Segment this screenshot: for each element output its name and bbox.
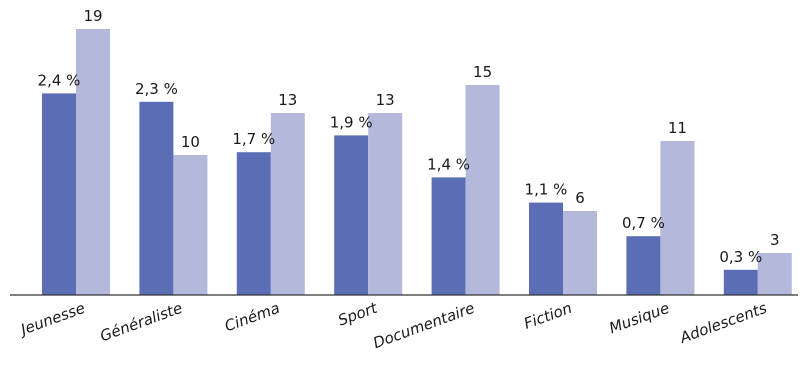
- bar-sport-count: [368, 113, 403, 295]
- data-label-musique-percent: 0,7 %: [622, 214, 665, 232]
- category-label-generaliste: Généraliste: [98, 299, 185, 345]
- bars-group: [42, 29, 792, 296]
- data-label-fiction-count: 6: [575, 189, 585, 207]
- data-label-cinema-count: 13: [278, 91, 297, 109]
- category-label-adolescents: Adolescents: [677, 299, 770, 347]
- data-label-documentaire-count: 15: [473, 63, 492, 81]
- data-label-sport-percent: 1,9 %: [330, 113, 373, 131]
- bar-fiction-count: [563, 211, 597, 295]
- category-label-sport: Sport: [336, 298, 381, 329]
- data-label-cinema-percent: 1,7 %: [232, 130, 275, 148]
- category-label-cinema: Cinéma: [222, 299, 282, 335]
- bar-jeunesse-percent: [42, 93, 76, 296]
- data-label-jeunesse-count: 19: [83, 7, 102, 25]
- bar-cinema-count: [270, 113, 305, 295]
- data-label-sport-count: 13: [376, 91, 395, 109]
- category-label-documentaire: Documentaire: [371, 299, 477, 352]
- bar-documentaire-count: [465, 85, 500, 295]
- bar-sport-percent: [334, 135, 369, 295]
- category-label-musique: Musique: [607, 299, 672, 337]
- data-label-adolescents-percent: 0,3 %: [719, 248, 762, 266]
- bar-adolescents-count: [757, 253, 792, 295]
- bar-fiction-percent: [529, 202, 563, 295]
- data-label-documentaire-percent: 1,4 %: [427, 155, 470, 173]
- bar-jeunesse-count: [76, 29, 110, 295]
- data-labels-group: 2,4 %192,3 %10 1,7 %131,9 %131,4 %151,1 %…: [38, 7, 780, 266]
- bar-documentaire-percent: [431, 177, 466, 295]
- category-labels-group: Jeunesse Généraliste Cinéma SportDocumentai…: [16, 298, 770, 352]
- data-label-jeunesse-percent: 2,4 %: [38, 71, 81, 89]
- category-label-fiction: Fiction: [521, 299, 574, 333]
- bar-generaliste-count: [173, 155, 208, 295]
- category-label-jeunesse: Jeunesse: [16, 299, 88, 340]
- data-label-adolescents-count: 3: [770, 231, 780, 249]
- data-label-generaliste-count: 10: [181, 133, 200, 151]
- bar-musique-count: [660, 141, 695, 295]
- data-label-musique-count: 11: [668, 119, 687, 137]
- data-label-generaliste-percent: 2,3 %: [135, 80, 178, 98]
- bar-generaliste-percent: [139, 101, 174, 295]
- data-label-fiction-percent: 1,1 %: [525, 181, 568, 199]
- bar-cinema-percent: [236, 152, 271, 295]
- bar-adolescents-percent: [723, 269, 758, 295]
- bar-musique-percent: [626, 236, 661, 295]
